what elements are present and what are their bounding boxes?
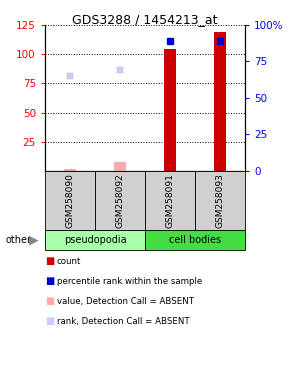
Text: other: other [6,235,32,245]
Text: ■: ■ [45,296,54,306]
Bar [164,50,176,171]
Text: ■: ■ [45,276,54,286]
Text: percentile rank within the sample: percentile rank within the sample [57,276,202,286]
Text: GSM258091: GSM258091 [166,173,175,228]
Text: GDS3288 / 1454213_at: GDS3288 / 1454213_at [72,13,218,26]
Text: GSM258093: GSM258093 [215,173,224,228]
Bar [64,169,76,171]
Text: count: count [57,257,81,266]
Text: cell bodies: cell bodies [169,235,221,245]
Text: ■: ■ [45,316,54,326]
Text: rank, Detection Call = ABSENT: rank, Detection Call = ABSENT [57,316,189,326]
Text: GSM258090: GSM258090 [66,173,75,228]
Text: pseudopodia: pseudopodia [64,235,126,245]
Text: ■: ■ [45,256,54,266]
Text: ▶: ▶ [28,234,38,247]
Bar [114,162,126,171]
Bar [214,32,226,171]
Text: value, Detection Call = ABSENT: value, Detection Call = ABSENT [57,296,193,306]
Text: GSM258092: GSM258092 [115,173,124,228]
